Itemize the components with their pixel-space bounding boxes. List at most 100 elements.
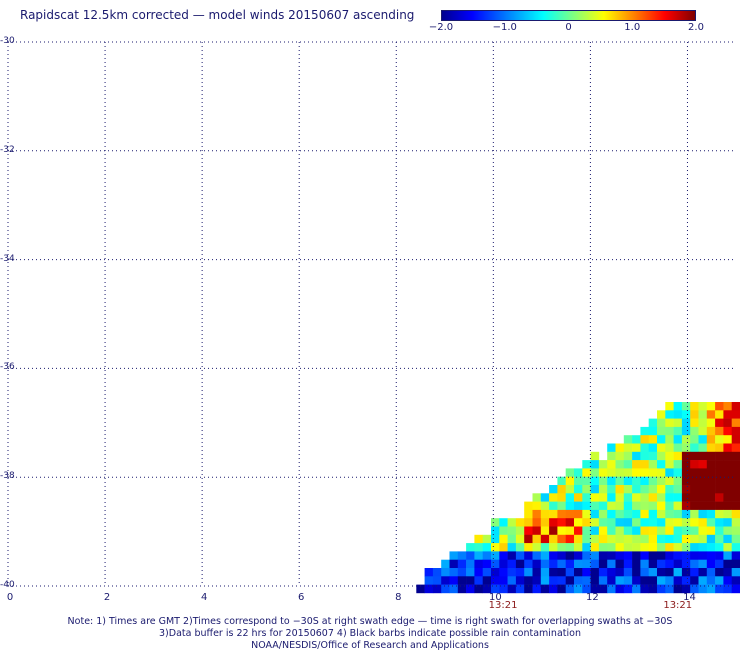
heat-cell xyxy=(648,468,658,477)
heat-cell xyxy=(681,493,691,502)
heat-cell xyxy=(457,584,467,594)
longitude-tick-label: 8 xyxy=(395,592,402,603)
heat-cell xyxy=(715,410,724,419)
colorbar-tick-label: 1.0 xyxy=(624,22,641,33)
heat-cell xyxy=(706,426,716,436)
heat-cell xyxy=(623,534,633,544)
heat-cell xyxy=(449,559,459,569)
swath-time-label: 13:21 xyxy=(663,600,693,611)
heat-cell xyxy=(565,501,575,511)
heat-cell xyxy=(515,526,525,536)
heat-cell xyxy=(690,551,699,560)
heat-cell xyxy=(623,493,633,502)
heat-cell xyxy=(574,509,583,519)
heat-cell xyxy=(491,559,500,569)
heat-cell xyxy=(466,568,475,577)
heat-cell xyxy=(482,543,492,552)
heat-cell xyxy=(574,534,583,544)
heat-cell xyxy=(723,501,732,511)
heat-cell xyxy=(681,460,691,469)
heat-cell xyxy=(632,493,641,502)
heat-cell xyxy=(723,426,732,436)
heat-cell xyxy=(549,551,558,560)
heat-cell xyxy=(690,509,699,519)
heat-cell xyxy=(723,410,732,419)
heat-cell xyxy=(715,559,724,569)
heat-cell xyxy=(632,451,641,461)
heat-cell xyxy=(665,568,674,577)
heat-cell xyxy=(706,501,716,511)
heat-cell xyxy=(715,402,724,411)
heat-cell xyxy=(441,584,450,594)
heat-cell xyxy=(731,576,740,585)
heat-cell xyxy=(706,559,716,569)
heat-cell xyxy=(507,518,517,527)
heat-cell xyxy=(432,576,442,585)
heat-cell xyxy=(524,518,533,527)
heat-cell xyxy=(515,584,525,594)
heat-cell xyxy=(549,493,558,502)
heat-cell xyxy=(582,551,591,560)
heat-cell xyxy=(723,559,732,569)
heat-cell xyxy=(582,468,591,477)
heat-cell xyxy=(590,543,600,552)
heat-cell xyxy=(715,576,724,585)
heat-cell xyxy=(532,576,542,585)
heat-cell xyxy=(648,584,658,594)
heat-cell xyxy=(590,584,600,594)
heat-cell xyxy=(532,526,542,536)
heat-cell xyxy=(532,584,542,594)
colorbar-tick-label: −2.0 xyxy=(428,22,454,33)
heat-cell xyxy=(731,518,740,527)
heat-cell xyxy=(474,543,483,552)
footnote-line-3: NOAA/NESDIS/Office of Research and Appli… xyxy=(251,640,489,651)
heat-cell xyxy=(507,534,517,544)
longitude-tick-label: 4 xyxy=(200,592,208,603)
heat-cell xyxy=(657,559,666,569)
heat-cell xyxy=(565,584,575,594)
heat-cell xyxy=(632,485,641,494)
heat-cell xyxy=(715,584,724,594)
heat-cell xyxy=(673,509,683,519)
footnote-line-1: Note: 1) Times are GMT 2)Times correspon… xyxy=(67,616,673,627)
heat-cell xyxy=(524,559,533,569)
heat-cell xyxy=(648,493,658,502)
heat-cell xyxy=(648,559,658,569)
heat-cell xyxy=(723,568,732,577)
heat-cell xyxy=(598,568,608,577)
heat-cell xyxy=(657,534,666,544)
heat-cell xyxy=(549,534,558,544)
heat-cell xyxy=(466,576,475,585)
heat-cell xyxy=(623,468,633,477)
heat-cell xyxy=(540,518,550,527)
heat-cell xyxy=(673,460,683,469)
heat-cell xyxy=(565,551,575,560)
map-plot-area xyxy=(7,41,740,594)
heat-cell xyxy=(657,568,666,577)
heat-cell xyxy=(623,543,633,552)
heat-cell xyxy=(665,551,674,560)
heat-cell xyxy=(582,584,591,594)
heat-cell xyxy=(681,543,691,552)
heat-cell xyxy=(574,543,583,552)
heat-cell xyxy=(590,534,600,544)
heat-cell xyxy=(491,551,500,560)
heat-cell xyxy=(673,551,683,560)
heat-cell xyxy=(706,551,716,560)
heat-cell xyxy=(715,426,724,436)
heat-cell xyxy=(673,559,683,569)
heat-cell xyxy=(665,451,674,461)
heat-cell xyxy=(615,526,625,536)
heat-cell xyxy=(715,460,724,469)
heat-cell xyxy=(615,493,625,502)
heat-cell xyxy=(681,518,691,527)
heat-cell xyxy=(565,543,575,552)
heat-cell xyxy=(690,543,699,552)
heat-cell xyxy=(665,543,674,552)
heat-cell xyxy=(681,468,691,477)
heat-cell xyxy=(648,551,658,560)
heat-cell xyxy=(590,501,600,511)
heat-cell xyxy=(731,543,740,552)
heat-cell xyxy=(715,526,724,536)
heat-cell xyxy=(657,435,666,444)
